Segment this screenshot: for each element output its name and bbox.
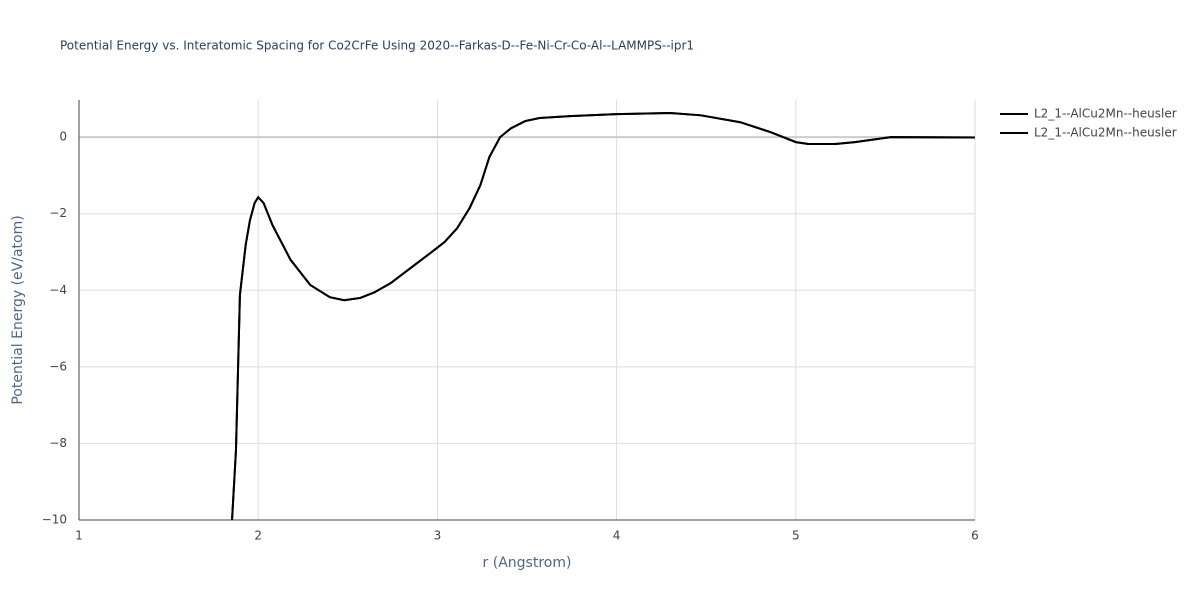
y-tick-label: −8 <box>49 436 67 450</box>
x-tick-label: 3 <box>434 529 442 543</box>
x-tick-label: 2 <box>254 529 262 543</box>
y-axis-label: Potential Energy (eV/atom) <box>10 215 26 404</box>
chart-title: Potential Energy vs. Interatomic Spacing… <box>60 39 694 53</box>
x-axis-label: r (Angstrom) <box>483 555 572 571</box>
x-tick-label: 5 <box>792 529 800 543</box>
x-tick-label: 6 <box>971 529 979 543</box>
line-series <box>231 112 975 520</box>
y-tick-label: −2 <box>49 206 67 220</box>
y-tick-label: 0 <box>59 130 67 144</box>
y-tick-label: −4 <box>49 283 67 297</box>
x-tick-label: 4 <box>613 529 621 543</box>
x-tick-label: 1 <box>75 529 83 543</box>
line-series <box>231 112 975 520</box>
y-tick-label: −10 <box>42 513 67 527</box>
y-tick-label: −6 <box>49 359 67 373</box>
legend-label: L2_1--AlCu2Mn--heusler <box>1034 107 1177 121</box>
legend-label: L2_1--AlCu2Mn--heusler <box>1034 126 1177 140</box>
